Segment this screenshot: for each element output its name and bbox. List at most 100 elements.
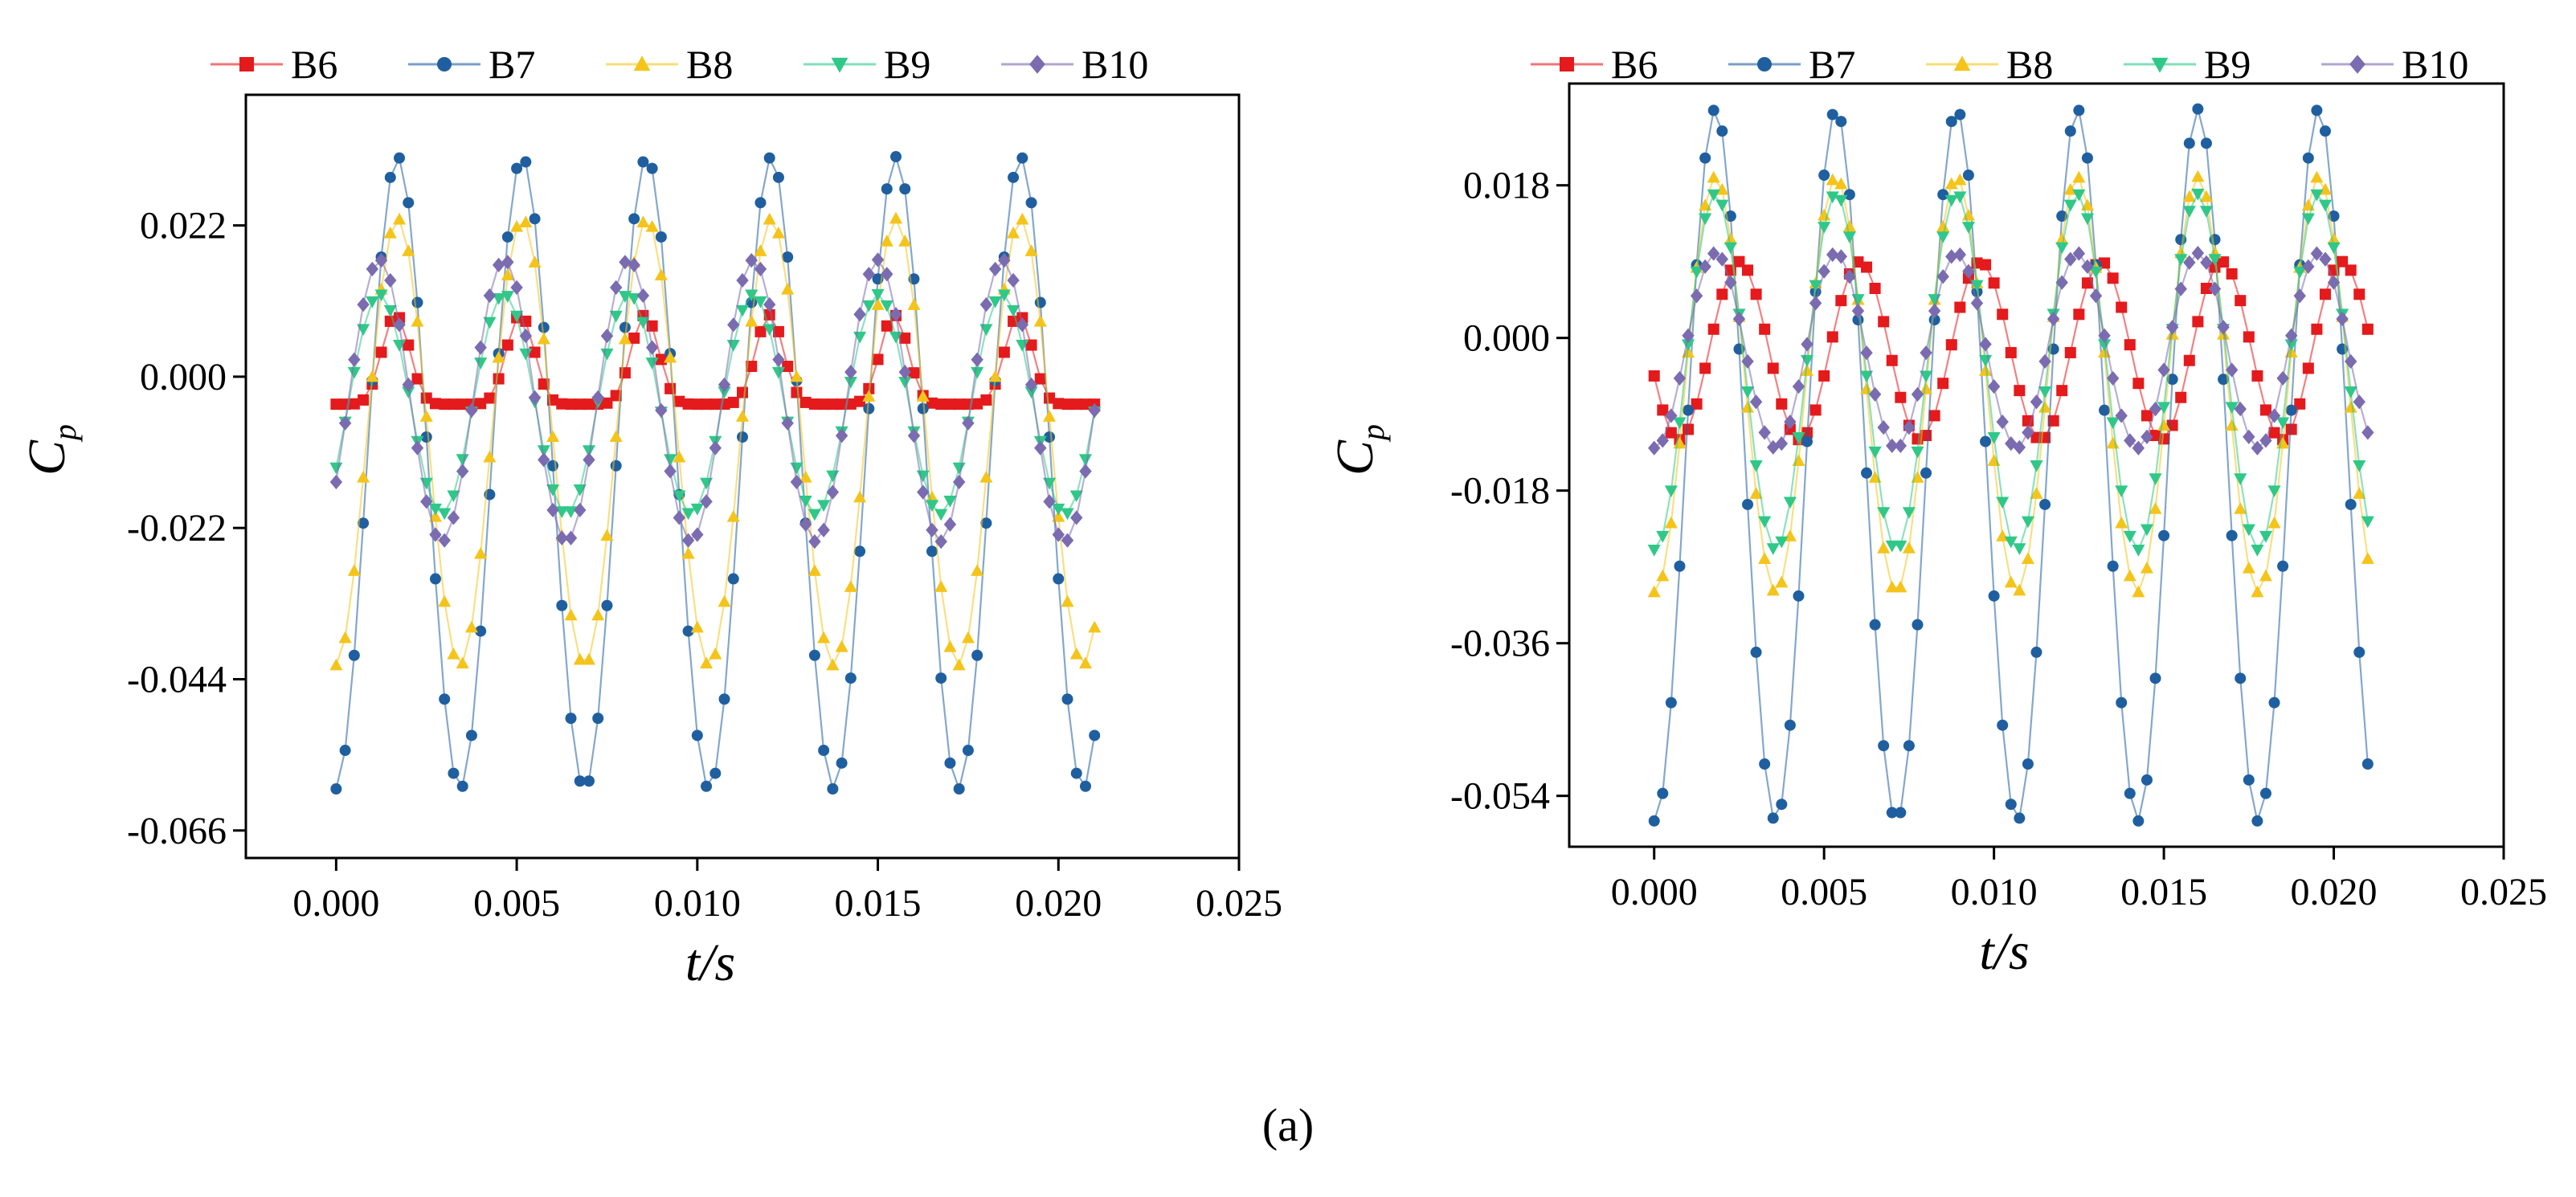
data-point-B7 bbox=[2081, 152, 2093, 164]
data-point-B10 bbox=[2072, 246, 2086, 261]
data-point-B9 bbox=[2140, 524, 2153, 537]
data-point-B9 bbox=[2276, 417, 2290, 430]
data-point-B6 bbox=[1988, 277, 2000, 289]
data-point-B10 bbox=[2353, 394, 2365, 410]
data-point-B10 bbox=[374, 253, 388, 268]
data-point-B7 bbox=[953, 783, 965, 795]
data-point-B10 bbox=[348, 352, 361, 367]
data-point-B10 bbox=[1868, 386, 1882, 402]
data-point-B6 bbox=[953, 398, 965, 411]
data-point-B7 bbox=[2039, 498, 2051, 510]
data-point-B7 bbox=[465, 729, 477, 741]
data-point-B10 bbox=[2013, 439, 2026, 455]
data-point-B10 bbox=[1707, 246, 1720, 261]
data-point-B7 bbox=[1843, 189, 1855, 201]
data-point-B8 bbox=[474, 546, 488, 559]
data-point-B7 bbox=[1025, 197, 1037, 209]
data-point-B10 bbox=[1715, 251, 1729, 267]
data-point-B10 bbox=[871, 252, 885, 268]
data-point-B7 bbox=[808, 649, 820, 661]
data-point-B10 bbox=[1936, 269, 1949, 284]
data-point-B6 bbox=[2073, 308, 2085, 321]
data-point-B10 bbox=[1911, 386, 1924, 402]
data-point-B8 bbox=[952, 658, 966, 671]
legend: B6 B7 B8 B9 B10 bbox=[211, 42, 1148, 87]
data-point-B8 bbox=[1826, 173, 1839, 186]
data-point-B10 bbox=[402, 377, 415, 393]
data-point-B6 bbox=[2218, 256, 2230, 268]
data-point-B10 bbox=[2310, 246, 2324, 261]
data-point-B6 bbox=[746, 361, 758, 373]
data-point-B7 bbox=[348, 649, 360, 661]
data-point-B7 bbox=[2235, 672, 2247, 684]
data-point-B7 bbox=[2226, 529, 2238, 541]
data-point-B10 bbox=[1682, 328, 1695, 343]
data-point-B10 bbox=[926, 522, 938, 537]
data-point-B9 bbox=[871, 288, 885, 301]
data-point-B6 bbox=[501, 339, 513, 351]
y-axis-title: Cp bbox=[1326, 424, 1391, 476]
data-point-B8 bbox=[916, 390, 930, 402]
data-point-B10 bbox=[510, 280, 523, 295]
data-point-B8 bbox=[1953, 173, 1967, 186]
data-point-B9 bbox=[1970, 280, 1984, 292]
data-point-B6 bbox=[1945, 339, 1957, 351]
data-point-B6 bbox=[2064, 346, 2076, 358]
data-point-B10 bbox=[546, 502, 559, 518]
data-point-B7 bbox=[456, 780, 468, 792]
data-point-B7 bbox=[926, 545, 938, 558]
data-point-B8 bbox=[771, 226, 785, 239]
data-point-B9 bbox=[628, 292, 641, 305]
data-point-B9 bbox=[2301, 213, 2315, 226]
data-point-B8 bbox=[726, 509, 740, 522]
data-point-B7 bbox=[1759, 758, 1771, 770]
chart-left: 0.000 0.005 0.010 0.015 0.020 0.025 0.022 0.000… bbox=[18, 42, 1282, 992]
data-point-B6 bbox=[1784, 423, 1796, 435]
data-point-B9 bbox=[1749, 460, 1763, 472]
data-point-B10 bbox=[1920, 345, 1932, 361]
data-point-B8 bbox=[763, 212, 776, 225]
data-point-B10 bbox=[2344, 353, 2357, 370]
data-point-B10 bbox=[2327, 275, 2341, 290]
data-point-B6 bbox=[330, 398, 342, 411]
data-point-B8 bbox=[880, 234, 893, 247]
data-point-B7 bbox=[844, 672, 857, 684]
data-point-B7 bbox=[2107, 560, 2119, 572]
data-point-B8 bbox=[1007, 226, 1020, 239]
data-point-B9 bbox=[2174, 254, 2188, 266]
data-point-B10 bbox=[763, 297, 776, 313]
data-point-B9 bbox=[2089, 266, 2103, 279]
data-point-B6 bbox=[2149, 430, 2161, 442]
data-point-B9 bbox=[745, 289, 758, 302]
data-point-B7 bbox=[1937, 189, 1949, 201]
data-point-B8 bbox=[817, 631, 831, 643]
data-point-B10 bbox=[853, 307, 866, 322]
data-point-B9 bbox=[1911, 446, 1924, 459]
data-point-B7 bbox=[2141, 774, 2153, 786]
data-point-B10 bbox=[736, 272, 749, 288]
data-point-B7 bbox=[2116, 697, 2128, 709]
data-point-B8 bbox=[2132, 585, 2145, 598]
data-point-B6 bbox=[2285, 423, 2297, 435]
data-point-B6 bbox=[1809, 404, 1822, 416]
data-point-B7 bbox=[394, 152, 406, 164]
data-point-B7 bbox=[1945, 116, 1957, 128]
data-point-B6 bbox=[1878, 316, 1890, 328]
data-point-B10 bbox=[2293, 288, 2306, 304]
data-point-B7 bbox=[763, 152, 775, 164]
data-point-B7 bbox=[854, 545, 866, 558]
data-point-B8 bbox=[618, 332, 632, 345]
data-point-B9 bbox=[862, 300, 876, 313]
data-point-B6 bbox=[2259, 404, 2271, 416]
data-point-B7 bbox=[718, 693, 730, 705]
data-point-B10 bbox=[1809, 296, 1822, 311]
data-point-B10 bbox=[2055, 275, 2068, 290]
data-point-B7 bbox=[709, 767, 722, 779]
data-point-B9 bbox=[880, 300, 893, 313]
data-point-B8 bbox=[1016, 212, 1029, 225]
data-point-B7 bbox=[1903, 740, 1915, 752]
data-point-B10 bbox=[1834, 249, 1848, 264]
data-point-B6 bbox=[754, 325, 767, 337]
data-point-B10 bbox=[673, 510, 686, 525]
